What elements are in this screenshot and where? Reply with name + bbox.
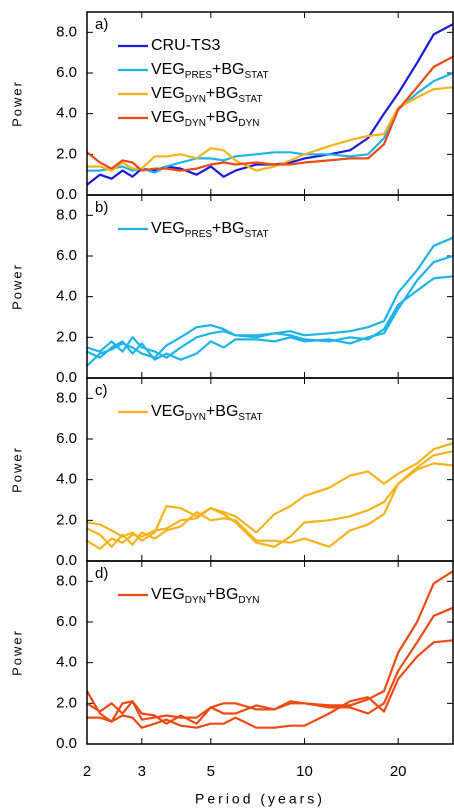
series-line bbox=[86, 462, 454, 548]
y-tick-label: 0.0 bbox=[56, 552, 77, 569]
legend-text: +BG bbox=[206, 109, 238, 126]
y-tick-label: 4.0 bbox=[56, 471, 77, 488]
legend-text: VEG bbox=[151, 403, 185, 420]
series-line bbox=[86, 450, 454, 550]
legend-text: CRU-TS3 bbox=[151, 37, 220, 54]
y-tick-label: 6.0 bbox=[56, 247, 77, 264]
legend-subscript: DYN bbox=[238, 118, 259, 129]
panel-label: c) bbox=[95, 382, 108, 399]
y-tick-label: 2.0 bbox=[56, 328, 77, 345]
x-axis-label: Period (years) bbox=[195, 791, 325, 807]
legend-label: VEGDYN+BGSTAT bbox=[151, 85, 262, 104]
legend-subscript: STAT bbox=[245, 229, 269, 240]
legend-subscript: PRES bbox=[185, 229, 213, 240]
y-tick-label: 2.0 bbox=[56, 694, 77, 711]
y-axis-label: Power bbox=[9, 80, 24, 127]
y-tick-label: 4.0 bbox=[56, 105, 77, 122]
y-axis-label: Power bbox=[9, 446, 24, 493]
legend-label: VEGPRES+BGSTAT bbox=[151, 220, 269, 239]
y-tick-label: 4.0 bbox=[56, 288, 77, 305]
series-line bbox=[87, 71, 454, 174]
legend-text: +BG bbox=[206, 85, 238, 102]
legend-label: VEGDYN+BGSTAT bbox=[151, 403, 262, 422]
x-tick-label: 20 bbox=[390, 763, 407, 780]
y-tick-label: 0.0 bbox=[56, 735, 77, 752]
panel-label: b) bbox=[95, 199, 108, 216]
y-axis-label: Power bbox=[9, 629, 24, 676]
y-tick-label: 2.0 bbox=[56, 145, 77, 162]
legend-label: CRU-TS3 bbox=[151, 37, 220, 54]
legend-text: +BG bbox=[212, 61, 244, 78]
y-tick-label: 2.0 bbox=[56, 511, 77, 528]
legend-text: +BG bbox=[206, 403, 238, 420]
legend-label: VEGDYN+BGDYN bbox=[151, 586, 260, 605]
plot-frame bbox=[86, 194, 454, 379]
legend-label: VEGPRES+BGSTAT bbox=[151, 61, 269, 80]
series-line bbox=[86, 254, 454, 361]
x-tick-label: 2 bbox=[83, 763, 91, 780]
series-line bbox=[86, 442, 454, 542]
legend-text: VEG bbox=[151, 220, 185, 237]
legend-text: +BG bbox=[212, 220, 244, 237]
series-line bbox=[87, 639, 454, 729]
legend-text: VEG bbox=[151, 109, 185, 126]
series-line bbox=[86, 606, 454, 721]
series-line bbox=[86, 55, 454, 172]
x-tick-label: 10 bbox=[296, 763, 313, 780]
y-tick-label: 8.0 bbox=[56, 389, 77, 406]
series-line bbox=[86, 275, 454, 359]
legend-text: +BG bbox=[206, 586, 238, 603]
x-tick-label: 5 bbox=[207, 763, 215, 780]
y-tick-label: 0.0 bbox=[56, 369, 77, 386]
x-tick-label: 3 bbox=[138, 763, 146, 780]
legend-subscript: STAT bbox=[245, 70, 269, 81]
legend-text: VEG bbox=[151, 586, 185, 603]
y-tick-label: 6.0 bbox=[56, 64, 77, 81]
panel-label: a) bbox=[95, 16, 108, 33]
panel-label: d) bbox=[95, 565, 108, 582]
legend-subscript: DYN bbox=[185, 412, 206, 423]
y-axis-label: Power bbox=[9, 263, 24, 310]
legend-label: VEGDYN+BGDYN bbox=[151, 109, 260, 128]
legend-text: VEG bbox=[151, 85, 185, 102]
legend-subscript: DYN bbox=[185, 595, 206, 606]
series-line bbox=[87, 86, 454, 172]
legend-text: VEG bbox=[151, 61, 185, 78]
plot-frame bbox=[86, 560, 454, 745]
legend-subscript: DYN bbox=[185, 118, 206, 129]
y-tick-label: 0.0 bbox=[56, 186, 77, 203]
y-tick-label: 8.0 bbox=[56, 572, 77, 589]
legend-subscript: DYN bbox=[185, 94, 206, 105]
y-tick-label: 6.0 bbox=[56, 430, 77, 447]
y-tick-label: 4.0 bbox=[56, 654, 77, 671]
y-tick-label: 6.0 bbox=[56, 613, 77, 630]
legend-subscript: STAT bbox=[238, 412, 262, 423]
y-tick-label: 8.0 bbox=[56, 23, 77, 40]
legend-subscript: STAT bbox=[238, 94, 262, 105]
series-line bbox=[86, 23, 454, 186]
legend-subscript: PRES bbox=[185, 70, 213, 81]
legend-subscript: DYN bbox=[238, 595, 259, 606]
y-tick-label: 8.0 bbox=[56, 206, 77, 223]
